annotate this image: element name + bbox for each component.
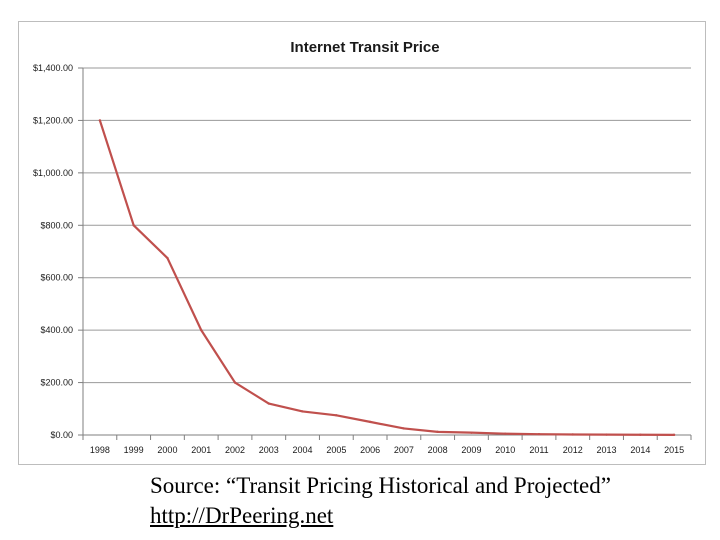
y-tick-label: $1,000.00 — [33, 168, 73, 178]
x-tick-label: 2007 — [394, 445, 414, 455]
data-point — [672, 433, 676, 437]
chart-frame: Internet Transit Price $0.00 $200.00 $400.… — [18, 21, 706, 465]
series-layer — [98, 119, 676, 437]
y-tick-label: $600.00 — [40, 273, 73, 283]
y-tick-label: $400.00 — [40, 325, 73, 335]
data-point — [335, 414, 338, 417]
data-point — [537, 433, 541, 436]
x-tick-label: 2010 — [495, 445, 515, 455]
data-point — [504, 432, 507, 435]
x-tick-label: 2012 — [563, 445, 583, 455]
x-tick-label: 2009 — [461, 445, 481, 455]
line-chart: Internet Transit Price $0.00 $200.00 $400.… — [33, 39, 692, 455]
y-tick-label: $0.00 — [50, 430, 73, 440]
data-point — [639, 433, 642, 436]
x-tick-label: 2013 — [597, 445, 617, 455]
x-tick-label: 2001 — [191, 445, 211, 455]
x-tick-label: 2002 — [225, 445, 245, 455]
data-point — [368, 420, 372, 424]
source-link[interactable]: http://DrPeering.net — [150, 503, 334, 528]
x-tick-label: 2005 — [326, 445, 346, 455]
x-tick-label: 2014 — [630, 445, 650, 455]
data-point — [436, 430, 439, 434]
gridlines — [83, 67, 691, 384]
y-tick-label: $1,200.00 — [33, 115, 73, 125]
x-axis-tick-labels: 1998 1999 2000 2001 2002 2003 2004 2005 2006 2007… — [90, 445, 684, 455]
data-point — [132, 224, 135, 227]
chart-title: Internet Transit Price — [290, 39, 439, 56]
x-tick-label: 2004 — [293, 445, 313, 455]
x-tick-label: 1999 — [124, 445, 144, 455]
data-point — [200, 328, 203, 332]
data-point — [166, 256, 169, 260]
y-tick-label: $800.00 — [40, 220, 73, 230]
data-point — [571, 433, 574, 436]
data-point — [605, 433, 608, 436]
data-point — [470, 431, 473, 434]
data-point — [233, 381, 237, 384]
y-tick-label: $1,400.00 — [33, 63, 73, 73]
y-tick-label: $200.00 — [40, 378, 73, 388]
x-tick-label: 1998 — [90, 445, 110, 455]
x-tick-label: 2000 — [157, 445, 177, 455]
axes — [78, 67, 692, 440]
data-point — [301, 410, 304, 413]
series-line — [98, 119, 676, 436]
x-tick-label: 2006 — [360, 445, 380, 455]
data-point — [402, 427, 406, 430]
data-point — [98, 119, 102, 122]
source-citation: Source: “Transit Pricing Historical and … — [150, 473, 611, 498]
data-point — [267, 402, 270, 405]
y-axis-tick-labels: $0.00 $200.00 $400.00 $600.00 $800.00 $1,000.… — [33, 63, 73, 440]
x-tick-label: 2008 — [428, 445, 448, 455]
x-tick-label: 2015 — [664, 445, 684, 455]
x-tick-label: 2011 — [529, 445, 548, 455]
x-tick-label: 2003 — [259, 445, 279, 455]
